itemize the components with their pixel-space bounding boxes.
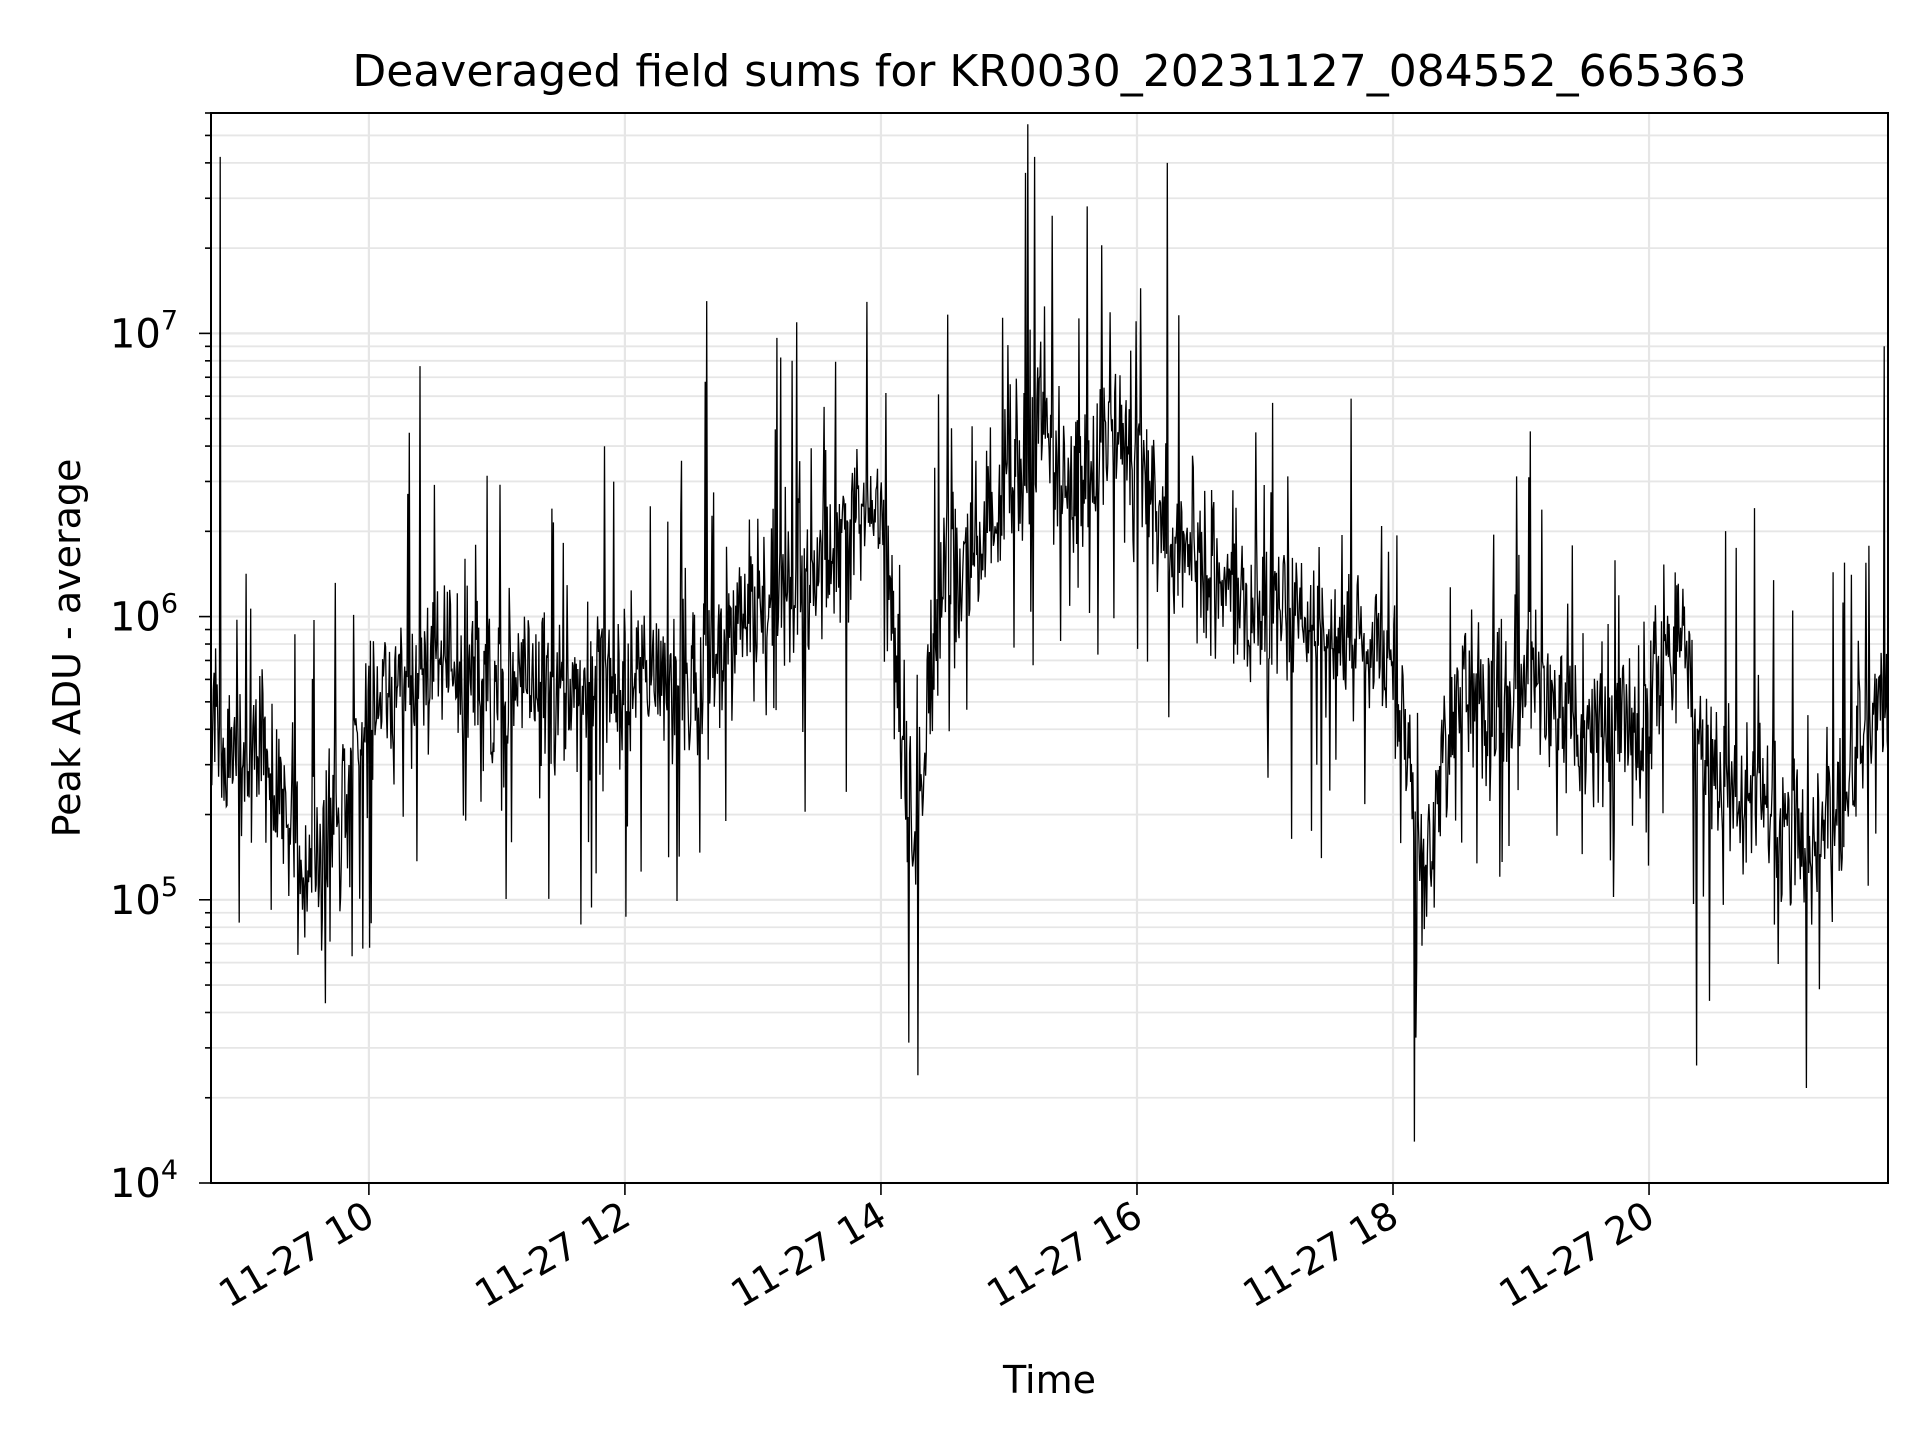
y-tick-label: 106 <box>110 589 178 641</box>
y-tick-label: 104 <box>110 1155 178 1207</box>
data-line-layer <box>210 124 1889 1142</box>
plot-frame <box>210 112 1889 1184</box>
x-axis-label: Time <box>1002 1358 1096 1402</box>
y-axis-label: Peak ADU - average <box>45 459 89 838</box>
series-line <box>210 124 1889 1142</box>
chart-title: Deaveraged field sums for KR0030_2023112… <box>352 46 1746 97</box>
y-tick-label: 107 <box>110 305 178 357</box>
y-tick-label: 105 <box>110 872 178 924</box>
